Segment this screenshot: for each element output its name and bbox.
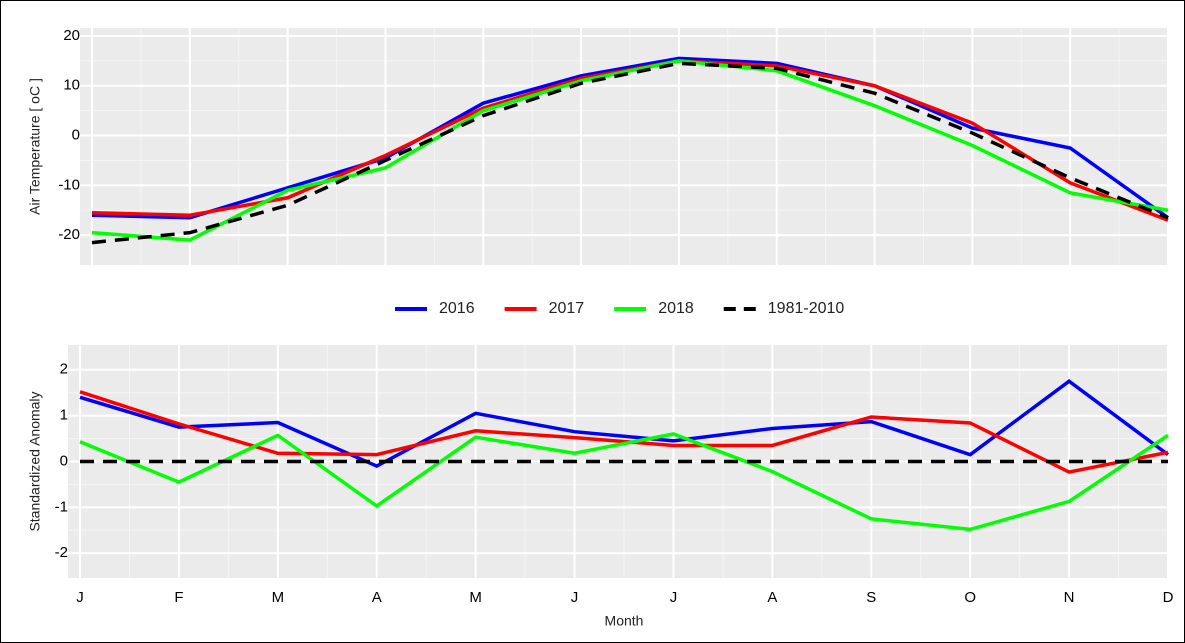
x-tick-label: J [670,589,678,606]
x-tick-label: M [469,589,482,606]
y-tick-label: -20 [58,226,80,243]
legend-label: 1981-2010 [768,300,845,317]
x-tick-label: J [76,589,84,606]
x-tick-label: A [767,589,777,606]
x-tick-label: J [571,589,579,606]
legend-label: 2017 [549,300,585,317]
y-tick-label: 20 [63,27,80,44]
y-tick-label: 2 [60,361,68,378]
x-tick-label: F [174,589,183,606]
y-tick-label: 10 [63,77,80,94]
y-tick-label: 0 [72,127,80,144]
series-line [79,390,1169,474]
x-tick-label: N [1064,589,1075,606]
series-line [91,59,1169,242]
x-tick-label: M [272,589,285,606]
x-tick-label: S [866,589,876,606]
x-axis-title: Month [605,613,644,629]
y-tick-label: -2 [55,544,68,561]
y-axis-title: Standardized Anomaly [27,391,43,531]
series-line [79,379,1170,469]
y-tick-label: -10 [58,176,80,193]
series-line [79,432,1169,532]
legend-label: 2018 [658,300,694,317]
x-tick-label: D [1163,589,1174,606]
y-axis-title: Air Temperature [ oC ] [27,78,43,215]
x-tick-label: O [964,589,976,606]
y-tick-label: -1 [55,498,68,515]
legend-label: 2016 [439,300,475,317]
x-tick-label: A [372,589,382,606]
plot-background [80,28,1168,265]
y-tick-label: 0 [60,452,68,469]
y-tick-label: 1 [60,407,68,424]
